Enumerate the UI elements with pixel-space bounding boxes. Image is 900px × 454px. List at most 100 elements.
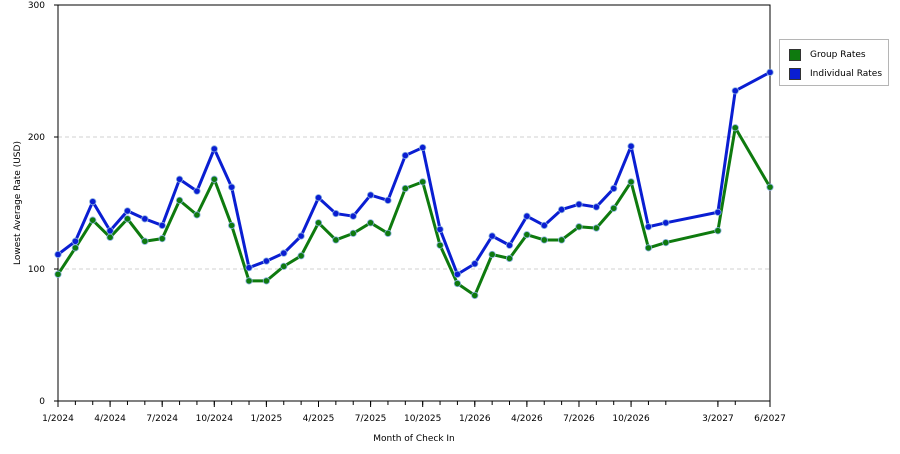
x-tick-label: 7/2025 (355, 414, 387, 424)
data-point-group-rates (419, 178, 427, 186)
data-point-individual-rates (488, 232, 496, 240)
data-point-group-rates (141, 237, 149, 245)
data-point-individual-rates (766, 68, 774, 76)
data-point-group-rates (714, 227, 722, 235)
legend-item-individual-rates: Individual Rates (789, 67, 882, 81)
data-point-group-rates (401, 184, 409, 193)
data-point-individual-rates (71, 237, 79, 245)
x-tick-label: 1/2025 (251, 414, 283, 424)
data-point-group-rates (228, 221, 236, 230)
data-point-individual-rates (731, 87, 739, 95)
data-point-group-rates (558, 236, 566, 244)
data-point-group-rates (297, 252, 305, 260)
data-point-individual-rates (123, 207, 132, 215)
data-point-group-rates (488, 250, 496, 259)
data-point-group-rates (644, 244, 653, 252)
data-point-individual-rates (540, 221, 548, 230)
data-point-group-rates (210, 175, 218, 183)
data-point-group-rates (54, 270, 62, 278)
x-tick-label: 10/2026 (612, 414, 650, 424)
data-point-individual-rates (419, 143, 427, 152)
legend-label-group-rates: Group Rates (810, 50, 866, 60)
data-point-individual-rates (384, 196, 392, 204)
data-point-individual-rates (662, 219, 670, 227)
data-point-group-rates (175, 196, 184, 204)
data-point-group-rates (332, 236, 340, 244)
data-point-group-rates (471, 291, 479, 299)
y-axis-label: Lowest Average Rate (USD) (13, 141, 23, 265)
data-point-group-rates (731, 124, 739, 132)
data-point-group-rates (193, 211, 201, 219)
plot-frame (57, 4, 771, 402)
y-tick-label: 200 (28, 133, 45, 143)
legend-swatch-individual-rates (789, 68, 801, 80)
data-point-individual-rates (627, 142, 635, 150)
data-point-individual-rates (175, 175, 184, 183)
data-point-individual-rates (592, 203, 600, 211)
x-axis: 1/2024 4/2024 7/2024 10/2024 1/2025 4/2025 7/2… (42, 401, 786, 424)
data-point-group-rates (349, 229, 357, 237)
data-point-individual-rates (332, 209, 340, 218)
legend-label-individual-rates: Individual Rates (810, 69, 883, 79)
x-tick-label: 4/2025 (303, 414, 335, 424)
data-point-group-rates (540, 236, 548, 244)
data-point-individual-rates (523, 212, 531, 220)
data-point-group-rates (280, 262, 288, 270)
data-point-group-rates (662, 239, 670, 247)
data-point-individual-rates (262, 257, 270, 265)
data-point-group-rates (610, 204, 618, 212)
data-point-individual-rates (610, 184, 618, 193)
data-point-individual-rates (54, 250, 62, 259)
data-point-group-rates (523, 231, 531, 239)
y-tick-label: 0 (39, 397, 45, 407)
data-point-individual-rates (714, 208, 722, 216)
gridlines (58, 136, 770, 270)
data-point-individual-rates (644, 223, 653, 231)
data-point-individual-rates (89, 198, 97, 206)
data-point-group-rates (158, 235, 166, 243)
data-point-individual-rates (453, 270, 462, 278)
data-point-individual-rates (141, 215, 149, 223)
data-point-group-rates (453, 279, 462, 288)
data-point-group-rates (123, 215, 132, 223)
y-tick-label: 100 (28, 265, 45, 275)
x-tick-label: 4/2024 (94, 414, 126, 424)
x-axis-label: Month of Check In (373, 434, 455, 444)
series-group-rates (54, 124, 774, 299)
data-point-individual-rates (297, 232, 305, 240)
data-point-group-rates (314, 219, 323, 227)
data-point-individual-rates (349, 212, 357, 220)
legend: Group Rates Individual Rates (779, 39, 889, 86)
legend-swatch-group-rates (789, 49, 801, 61)
data-point-group-rates (627, 178, 635, 186)
x-tick-label: 7/2024 (146, 414, 178, 424)
x-tick-label: 4/2026 (511, 414, 543, 424)
data-point-group-rates (71, 244, 79, 252)
data-point-individual-rates (505, 241, 514, 249)
legend-item-group-rates: Group Rates (789, 48, 866, 62)
data-point-individual-rates (436, 225, 444, 233)
y-axis: 0 100 200 300 (28, 1, 58, 407)
data-point-individual-rates (575, 200, 583, 208)
data-point-group-rates (592, 224, 600, 232)
data-point-individual-rates (314, 194, 323, 202)
series-layer (54, 68, 774, 299)
data-point-group-rates (766, 183, 774, 191)
data-point-group-rates (262, 277, 270, 285)
data-point-individual-rates (471, 260, 479, 268)
data-point-group-rates (106, 233, 114, 241)
data-point-group-rates (505, 254, 514, 263)
data-point-individual-rates (245, 264, 253, 272)
x-tick-label: 1/2024 (42, 414, 74, 424)
x-tick-label: 3/2027 (702, 414, 734, 424)
data-point-individual-rates (158, 221, 166, 230)
data-point-individual-rates (401, 151, 409, 160)
x-tick-label: 10/2024 (196, 414, 234, 424)
data-point-group-rates (89, 216, 97, 224)
data-point-group-rates (575, 223, 583, 231)
x-tick-label: 6/2027 (754, 414, 786, 424)
data-point-individual-rates (210, 145, 218, 153)
data-point-group-rates (366, 219, 375, 227)
